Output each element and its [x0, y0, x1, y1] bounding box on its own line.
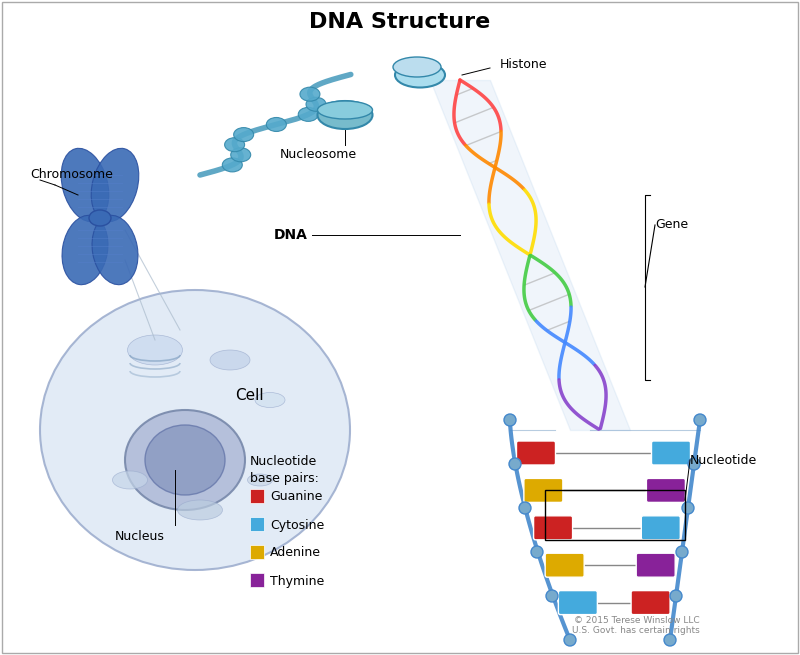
Ellipse shape	[266, 117, 286, 132]
Text: DNA: DNA	[274, 228, 308, 242]
Circle shape	[531, 546, 543, 558]
Bar	[250, 489, 264, 503]
Ellipse shape	[178, 500, 222, 520]
Ellipse shape	[318, 101, 373, 129]
Ellipse shape	[318, 101, 373, 119]
Ellipse shape	[298, 107, 318, 121]
Ellipse shape	[230, 148, 250, 162]
FancyBboxPatch shape	[642, 515, 680, 540]
Bar	[545, 490, 685, 540]
Bar	[250, 573, 264, 587]
Circle shape	[670, 590, 682, 602]
Circle shape	[504, 414, 516, 426]
Text: Chromosome: Chromosome	[30, 168, 113, 181]
Ellipse shape	[225, 138, 245, 152]
FancyBboxPatch shape	[517, 441, 555, 465]
Ellipse shape	[247, 474, 273, 486]
Ellipse shape	[62, 215, 108, 285]
Bar	[250, 545, 264, 559]
Text: Adenine: Adenine	[270, 546, 321, 559]
Circle shape	[694, 414, 706, 426]
Text: © 2015 Terese Winslow LLC
U.S. Govt. has certain rights: © 2015 Terese Winslow LLC U.S. Govt. has…	[572, 616, 700, 635]
Bar	[250, 517, 264, 531]
Ellipse shape	[40, 290, 350, 570]
Ellipse shape	[113, 471, 147, 489]
Text: Nucleotide
base pairs:: Nucleotide base pairs:	[250, 455, 319, 485]
Ellipse shape	[61, 148, 109, 221]
Ellipse shape	[222, 158, 242, 172]
FancyBboxPatch shape	[651, 441, 690, 465]
Ellipse shape	[306, 98, 326, 111]
Text: Cell: Cell	[235, 388, 264, 403]
Ellipse shape	[300, 87, 320, 101]
Ellipse shape	[92, 215, 138, 285]
Text: Nucleosome: Nucleosome	[279, 148, 357, 161]
Circle shape	[564, 634, 576, 646]
Text: Cytosine: Cytosine	[270, 519, 324, 531]
Ellipse shape	[255, 392, 285, 407]
Text: Guanine: Guanine	[270, 491, 322, 504]
FancyBboxPatch shape	[636, 553, 675, 577]
Circle shape	[682, 502, 694, 514]
Circle shape	[509, 458, 521, 470]
Ellipse shape	[393, 57, 441, 77]
FancyBboxPatch shape	[545, 553, 584, 577]
Ellipse shape	[395, 62, 445, 88]
Text: Nucleus: Nucleus	[115, 530, 165, 543]
Ellipse shape	[91, 148, 139, 221]
Text: Thymine: Thymine	[270, 574, 324, 588]
Circle shape	[688, 458, 700, 470]
Ellipse shape	[89, 210, 111, 226]
FancyBboxPatch shape	[534, 515, 573, 540]
Circle shape	[519, 502, 531, 514]
Text: Histone: Histone	[500, 58, 547, 71]
Circle shape	[664, 634, 676, 646]
FancyBboxPatch shape	[524, 478, 563, 502]
Text: Gene: Gene	[655, 219, 688, 231]
FancyBboxPatch shape	[558, 591, 598, 614]
FancyBboxPatch shape	[631, 591, 670, 614]
Ellipse shape	[125, 410, 245, 510]
FancyBboxPatch shape	[646, 478, 686, 502]
Circle shape	[546, 590, 558, 602]
Ellipse shape	[127, 335, 182, 365]
Ellipse shape	[234, 128, 254, 141]
Circle shape	[676, 546, 688, 558]
Text: Nucleotide: Nucleotide	[690, 453, 758, 466]
Ellipse shape	[145, 425, 225, 495]
Text: DNA Structure: DNA Structure	[310, 12, 490, 32]
Ellipse shape	[210, 350, 250, 370]
